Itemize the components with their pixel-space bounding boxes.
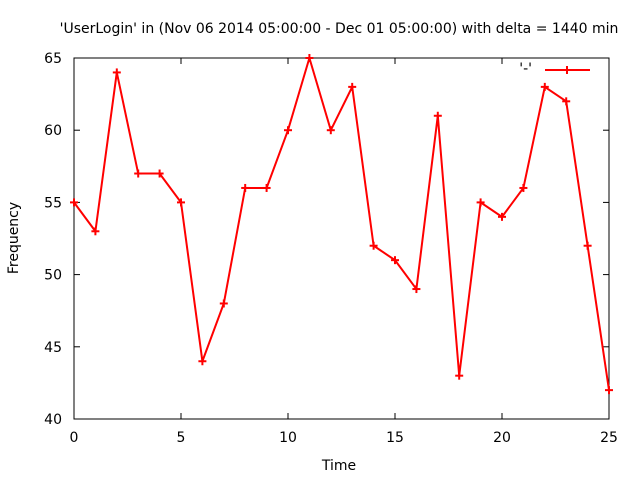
x-tick-label: 5 [177,430,186,446]
data-point [476,198,485,207]
x-tick-label: 15 [386,430,404,446]
data-point [91,227,100,236]
x-axis-label: Time [321,458,356,474]
data-point [177,198,185,207]
data-point [262,183,271,192]
chart-title: 'UserLogin' in (Nov 06 2014 05:00:00 - D… [60,21,619,37]
data-point [605,386,613,395]
data-point [305,54,314,62]
data-point [391,256,399,265]
legend: '-' [519,61,590,77]
data-point [198,357,207,366]
data-point [562,97,571,106]
data-point [540,82,549,91]
x-tick-label: 10 [279,430,297,446]
series-layer [70,54,613,395]
data-point [412,285,421,294]
data-point [369,241,378,250]
y-tick-label: 55 [44,195,62,211]
data-point [326,126,335,135]
plot-border [73,57,610,420]
axis-ticks: 0 5 10 15 20 25 40 45 50 55 60 65 [44,51,618,446]
data-point [219,299,228,308]
data-point [498,212,506,221]
data-point [241,183,250,192]
y-tick-label: 65 [44,51,62,67]
legend-marker [563,66,571,74]
x-tick-label: 20 [493,430,511,446]
data-point [284,126,292,135]
data-point [583,241,592,250]
data-point [348,82,357,91]
data-point [134,169,143,178]
data-point [155,169,164,178]
y-tick-label: 60 [44,123,62,139]
x-tick-label: 25 [600,430,618,446]
data-point [455,371,464,380]
y-tick-label: 40 [44,412,62,428]
y-tick-label: 50 [44,268,62,284]
y-tick-label: 45 [44,340,62,356]
data-point [433,111,442,120]
y-axis-label: Frequency [6,202,22,274]
legend-label: '-' [519,61,532,77]
x-tick-label: 0 [70,430,79,446]
data-point [519,183,528,192]
data-point [70,198,78,207]
data-point [112,68,121,77]
series-line [73,54,610,391]
plot-frame [73,57,610,420]
